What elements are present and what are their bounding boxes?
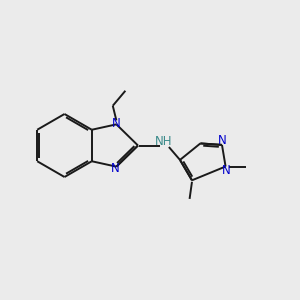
Text: NH: NH bbox=[155, 135, 172, 148]
Text: N: N bbox=[111, 162, 120, 175]
Text: N: N bbox=[218, 134, 227, 148]
Text: N: N bbox=[112, 117, 121, 130]
Text: N: N bbox=[222, 164, 231, 177]
